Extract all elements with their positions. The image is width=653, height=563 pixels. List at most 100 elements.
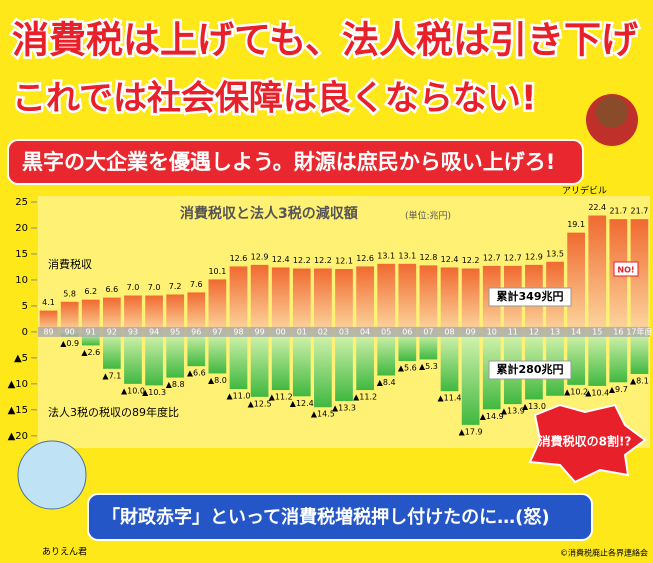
note-box	[488, 360, 572, 380]
data-label: 10.1	[208, 267, 226, 276]
data-label: ▲2.6	[81, 348, 100, 357]
series-label: 消費税収	[48, 257, 92, 271]
bar	[250, 331, 269, 397]
x-tick-label: 09	[466, 327, 476, 336]
chart-subtitle: (単位:兆円)	[405, 210, 451, 222]
data-label: 6.6	[105, 285, 118, 294]
bar	[335, 269, 353, 332]
data-label: ▲8.1	[630, 376, 649, 385]
bar	[145, 295, 163, 332]
data-label: ▲13.3	[332, 403, 356, 412]
data-label: ▲8.4	[377, 378, 396, 387]
x-tick-label: 92	[107, 327, 117, 336]
bar	[81, 299, 100, 332]
data-label: 7.0	[148, 283, 161, 292]
bar	[187, 331, 206, 367]
bar	[440, 267, 459, 332]
data-label: ▲14.5	[311, 410, 335, 419]
y-tick-label: 0	[22, 327, 28, 338]
x-tick-label: 15	[592, 327, 602, 336]
data-label: 13.1	[377, 251, 395, 260]
data-label: 21.7	[631, 207, 649, 216]
bar	[229, 331, 248, 390]
note-box	[488, 287, 572, 307]
x-tick-label: 06	[402, 327, 412, 336]
data-label: 6.2	[84, 287, 97, 296]
burst	[528, 403, 647, 484]
bar	[124, 331, 142, 384]
bar	[567, 331, 586, 385]
bar	[229, 266, 248, 332]
chart-title: 消費税収と法人3税の減収額	[180, 205, 358, 222]
bar	[588, 215, 607, 332]
data-label: ▲8.0	[208, 376, 227, 385]
data-label: ▲12.4	[290, 399, 314, 408]
bar	[419, 265, 438, 332]
bar	[630, 219, 649, 332]
bar	[102, 331, 121, 369]
y-tick-label: 15	[15, 249, 28, 260]
bar	[314, 268, 332, 332]
bar	[356, 266, 374, 332]
character-name: ありえん君	[42, 547, 87, 558]
x-tick-label: 10	[487, 327, 497, 336]
bar	[461, 331, 480, 425]
data-label: ▲12.5	[248, 399, 272, 408]
data-label: 7.0	[127, 283, 140, 292]
data-label: ▲0.9	[60, 339, 79, 348]
x-tick-label: 00	[276, 327, 286, 336]
data-label: ▲5.3	[419, 362, 438, 371]
data-label: 12.9	[525, 252, 543, 261]
headline: これでは社会保障は良くならない!	[12, 79, 537, 119]
data-label: ▲9.7	[609, 385, 628, 394]
x-tick-label: 14	[571, 327, 581, 336]
bar	[102, 297, 121, 332]
bar	[292, 331, 311, 397]
callout: 黒字の大企業を優遇しよう。財源は庶民から吸い上げろ!	[22, 150, 555, 174]
data-label: ▲17.9	[459, 427, 483, 436]
x-tick-label: 01	[297, 327, 307, 336]
data-label: ▲5.6	[398, 363, 417, 372]
data-label: 12.2	[293, 256, 311, 265]
data-label: 12.7	[504, 253, 522, 262]
callout-box	[7, 139, 584, 185]
bar	[398, 331, 417, 361]
bar	[208, 279, 227, 332]
data-label: ▲8.8	[166, 380, 185, 389]
data-label: 22.4	[588, 203, 606, 212]
data-label: ▲10.4	[585, 388, 609, 397]
data-label: ▲13.9	[501, 407, 525, 416]
x-tick-label: 12	[529, 327, 539, 336]
data-label: 12.9	[251, 252, 269, 261]
x-tick-label: 03	[339, 327, 349, 336]
annotation: 消費税収の8割!?	[539, 434, 632, 449]
bar	[461, 268, 480, 332]
data-label: 5.8	[63, 289, 76, 298]
bar	[314, 331, 332, 408]
x-tick-label: 99	[254, 327, 264, 336]
credit: ©消費税廃止各界連絡会	[560, 548, 648, 558]
x-tick-label: 07	[423, 327, 433, 336]
character-name: アリデビル	[562, 185, 607, 197]
data-label: ▲13.0	[522, 402, 546, 411]
bar	[187, 292, 206, 332]
x-tick-label: 89	[43, 327, 53, 336]
data-label: ▲14.9	[480, 412, 504, 421]
bar	[567, 232, 586, 332]
x-tick-label: 97	[212, 327, 222, 336]
data-label: 12.7	[483, 253, 501, 262]
message-box	[87, 493, 593, 541]
bar	[377, 263, 396, 332]
x-tick-label: 94	[149, 327, 159, 336]
sign	[613, 261, 639, 277]
x-tick-label: 93	[128, 327, 138, 336]
y-tick-label: 20	[15, 223, 28, 234]
x-tick-label: 13	[550, 327, 560, 336]
data-label: ▲7.1	[102, 371, 121, 380]
ant-icon	[17, 440, 87, 510]
data-label: ▲10.0	[121, 386, 145, 395]
bar	[335, 331, 353, 401]
data-label: ▲10.3	[142, 388, 166, 397]
x-tick-label: 17年度	[626, 326, 652, 336]
